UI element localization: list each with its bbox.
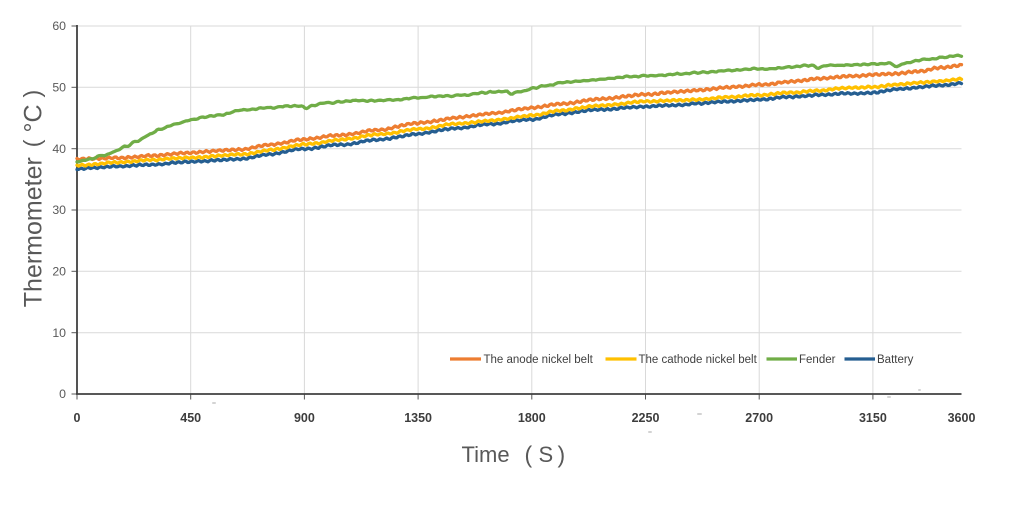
svg-text:900: 900 [294,411,315,425]
svg-text:30: 30 [52,203,66,217]
svg-text:40: 40 [52,142,66,156]
svg-text:2700: 2700 [745,411,773,425]
svg-text:20: 20 [52,265,66,279]
svg-text:3150: 3150 [859,411,887,425]
svg-text:(: ( [525,442,533,468]
svg-text:Fender: Fender [799,354,836,366]
svg-text:1800: 1800 [518,411,546,425]
svg-text:2250: 2250 [632,411,660,425]
svg-text:The cathode nickel belt: The cathode nickel belt [639,354,758,366]
svg-text:): ) [558,442,566,468]
svg-text:10: 10 [52,326,66,340]
svg-text:3600: 3600 [948,411,976,425]
svg-text:Thermometer(°C): Thermometer(°C) [19,90,48,307]
svg-text:1350: 1350 [404,411,432,425]
svg-text:Time: Time [462,442,510,467]
svg-text:Battery: Battery [877,354,914,366]
svg-text:S: S [539,442,554,467]
svg-text:50: 50 [52,81,66,95]
svg-text:The anode nickel belt: The anode nickel belt [484,354,594,366]
svg-text:60: 60 [52,19,66,33]
svg-text:0: 0 [59,387,66,401]
svg-text:0: 0 [74,411,81,425]
svg-text:450: 450 [180,411,201,425]
